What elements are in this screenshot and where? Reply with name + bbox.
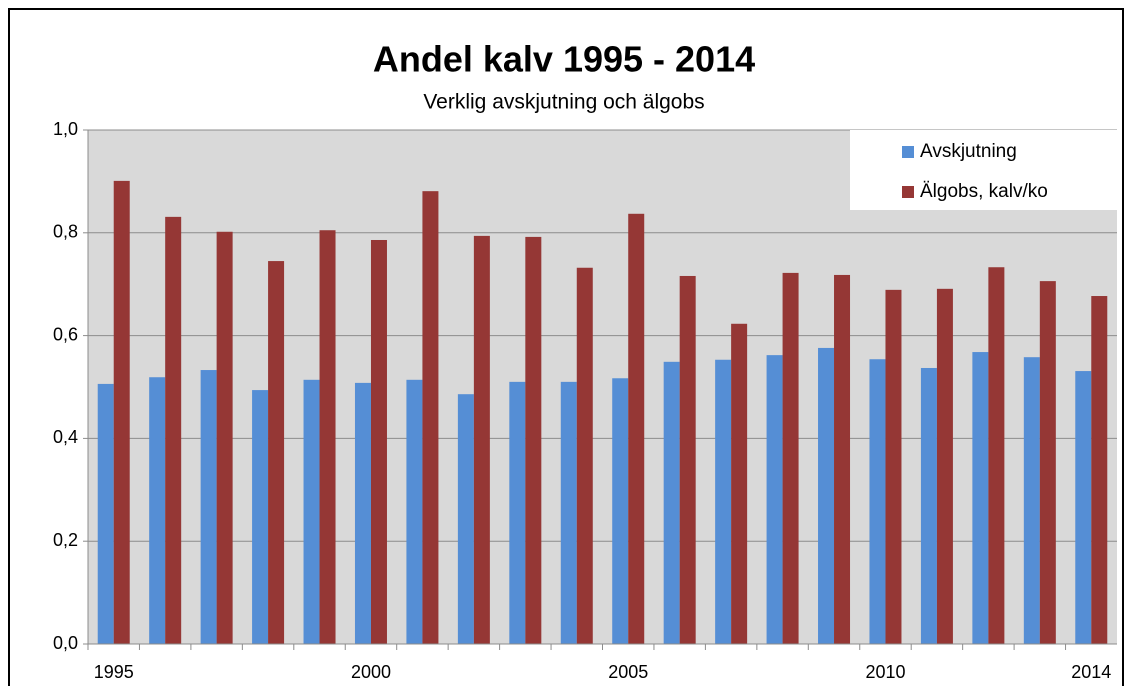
chart-subtitle: Verklig avskjutning och älgobs [423,91,704,114]
bar [473,235,490,644]
bar [509,381,526,644]
x-tick-label: 2005 [608,662,648,682]
bar [612,378,629,644]
y-tick-label: 0,4 [53,427,78,447]
bar [834,274,851,644]
bar [216,231,233,644]
chart-title: Andel kalv 1995 - 2014 [373,39,755,80]
bar [972,352,989,644]
bar [165,216,182,644]
y-tick-label: 0,8 [53,222,78,242]
bar [303,379,320,644]
bar [628,213,645,645]
bar [715,359,732,644]
y-tick-label: 0,2 [53,530,78,550]
legend-box [850,130,1117,210]
x-tick-label: 2010 [865,662,905,682]
bar [731,323,748,644]
bar [370,239,387,644]
bar [1075,371,1092,644]
x-tick-label: 2000 [351,662,391,682]
bar [766,355,783,644]
legend-label: Avskjutning [920,141,1017,162]
bar [885,289,902,644]
bar [818,347,835,644]
bar [560,381,577,644]
bar [354,382,371,644]
legend-swatch [902,186,914,198]
bar [1039,281,1056,644]
bar [319,230,336,645]
y-tick-label: 1,0 [53,119,78,139]
bar [576,267,593,644]
bar [252,390,269,644]
bar [920,367,937,644]
x-tick-label: 1995 [94,662,134,682]
bar [457,394,474,644]
y-tick-label: 0,6 [53,324,78,344]
y-tick-label: 0,0 [53,633,78,653]
legend-swatch [902,146,914,158]
bar [406,379,423,644]
bar [869,359,886,644]
bar [149,377,166,644]
bar [663,361,680,644]
legend-label: Älgobs, kalv/ko [920,181,1048,202]
bar [268,261,285,644]
bar [936,288,953,644]
bar [525,236,542,645]
bar [1023,357,1040,644]
bar [1091,296,1108,644]
bar [422,191,439,644]
x-tick-label: 2014 [1071,662,1111,682]
bar [679,275,696,644]
bar [113,180,130,645]
bar [988,267,1005,644]
bar [200,370,217,644]
bar [97,383,114,644]
bar [782,272,799,644]
